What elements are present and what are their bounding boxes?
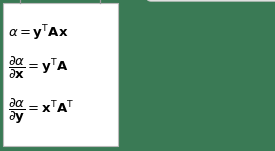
FancyBboxPatch shape <box>3 3 118 146</box>
Text: $\alpha = \mathbf{y}^\mathrm{T}\mathbf{A}\mathbf{x}$: $\alpha = \mathbf{y}^\mathrm{T}\mathbf{A… <box>8 23 68 43</box>
Text: $\dfrac{\partial \alpha}{\partial \mathbf{y}} = \mathbf{x}^\mathrm{T}\mathbf{A}^: $\dfrac{\partial \alpha}{\partial \mathb… <box>8 96 74 126</box>
Text: $\dfrac{\partial \alpha}{\partial \mathbf{x}} = \mathbf{y}^\mathrm{T}\mathbf{A}$: $\dfrac{\partial \alpha}{\partial \mathb… <box>8 55 68 81</box>
